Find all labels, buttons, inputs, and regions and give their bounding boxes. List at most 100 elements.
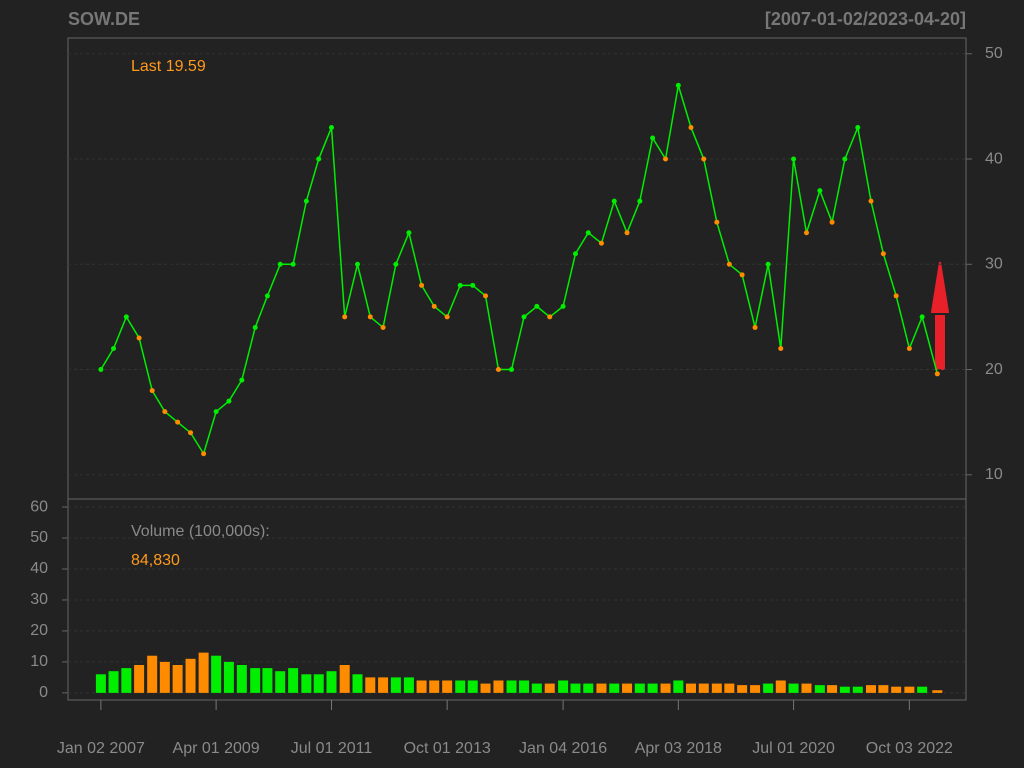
price-point	[175, 419, 181, 425]
y-tick-label: 0	[39, 684, 48, 701]
volume-bar	[622, 683, 633, 693]
volume-bar	[917, 686, 928, 693]
price-point	[328, 124, 334, 130]
price-point	[136, 335, 142, 341]
volume-bar	[172, 665, 183, 693]
price-point	[354, 261, 360, 267]
x-tick-label: Jul 01 2020	[752, 740, 835, 757]
volume-bar	[403, 677, 414, 693]
volume-bar	[378, 677, 389, 693]
volume-bar	[634, 683, 645, 693]
volume-bar	[904, 686, 915, 693]
price-point	[752, 324, 758, 330]
volume-bar	[814, 685, 825, 693]
price-point	[778, 345, 784, 351]
price-point	[701, 156, 707, 162]
volume-bar	[583, 683, 594, 693]
price-point	[393, 261, 399, 267]
price-point	[316, 156, 322, 162]
volume-bar	[429, 680, 440, 693]
price-point	[303, 198, 309, 204]
volume-bar	[737, 685, 748, 693]
y-tick-label: 60	[30, 498, 48, 515]
volume-bar	[339, 665, 350, 693]
y-tick-label: 40	[30, 560, 48, 577]
price-point	[714, 219, 720, 225]
price-point	[829, 219, 835, 225]
price-point	[431, 303, 437, 309]
price-point	[598, 240, 604, 246]
volume-bar	[442, 680, 453, 693]
price-point	[726, 261, 732, 267]
volume-bar	[275, 671, 286, 693]
volume-bar	[95, 674, 106, 693]
price-point	[663, 156, 669, 162]
volume-bar	[480, 683, 491, 693]
volume-bar	[506, 680, 517, 693]
volume-bar	[236, 665, 247, 693]
x-tick-label: Jan 04 2016	[519, 740, 607, 757]
price-point	[123, 314, 129, 320]
price-point	[611, 198, 617, 204]
price-point	[111, 345, 117, 351]
volume-bar	[288, 668, 299, 693]
price-point	[521, 314, 527, 320]
price-point	[277, 261, 283, 267]
volume-bar	[121, 668, 132, 693]
price-point	[188, 430, 194, 436]
y-tick-label: 40	[985, 150, 1003, 167]
volume-bar	[211, 655, 222, 693]
x-tick-label: Apr 01 2009	[173, 740, 260, 757]
x-tick-label: Jan 02 2007	[57, 740, 145, 757]
volume-bar	[866, 685, 877, 693]
price-point	[226, 398, 232, 404]
price-point	[534, 303, 540, 309]
price-point	[893, 293, 899, 299]
volume-bar	[223, 661, 234, 693]
price-point	[509, 367, 515, 373]
date-range: [2007-01-02/2023-04-20]	[765, 9, 966, 29]
volume-bar	[313, 674, 324, 693]
volume-bar	[416, 680, 427, 693]
price-point	[842, 156, 848, 162]
volume-bar	[365, 677, 376, 693]
price-point	[688, 124, 694, 130]
volume-bar	[108, 671, 119, 693]
volume-bar	[763, 683, 774, 693]
volume-bar	[570, 683, 581, 693]
volume-bar	[134, 665, 145, 693]
price-point	[380, 324, 386, 330]
price-point	[675, 82, 681, 88]
price-point	[483, 293, 489, 299]
volume-bar	[801, 683, 812, 693]
volume-bar	[147, 655, 158, 693]
y-tick-label: 50	[30, 529, 48, 546]
volume-bar	[711, 683, 722, 693]
volume-bar	[698, 683, 709, 693]
price-point	[264, 293, 270, 299]
volume-bar	[390, 677, 401, 693]
volume-bar	[198, 652, 209, 693]
y-tick-label: 30	[985, 256, 1003, 273]
price-point	[934, 371, 940, 377]
volume-bar	[932, 690, 943, 693]
price-point	[201, 451, 207, 457]
volume-bar	[673, 680, 684, 693]
volume-bar	[596, 683, 607, 693]
price-point	[470, 282, 476, 288]
price-point	[855, 124, 861, 130]
price-point	[495, 367, 501, 373]
volume-bar	[827, 685, 838, 693]
volume-bar	[750, 685, 761, 693]
last-arrow	[930, 261, 950, 370]
price-point	[406, 230, 412, 236]
price-point	[239, 377, 245, 383]
volume-bar	[185, 658, 196, 693]
y-tick-label: 10	[30, 653, 48, 670]
price-point	[98, 367, 104, 373]
volume-label: Volume (100,000s):	[131, 523, 270, 540]
volume-bar	[301, 674, 312, 693]
price-point	[791, 156, 797, 162]
